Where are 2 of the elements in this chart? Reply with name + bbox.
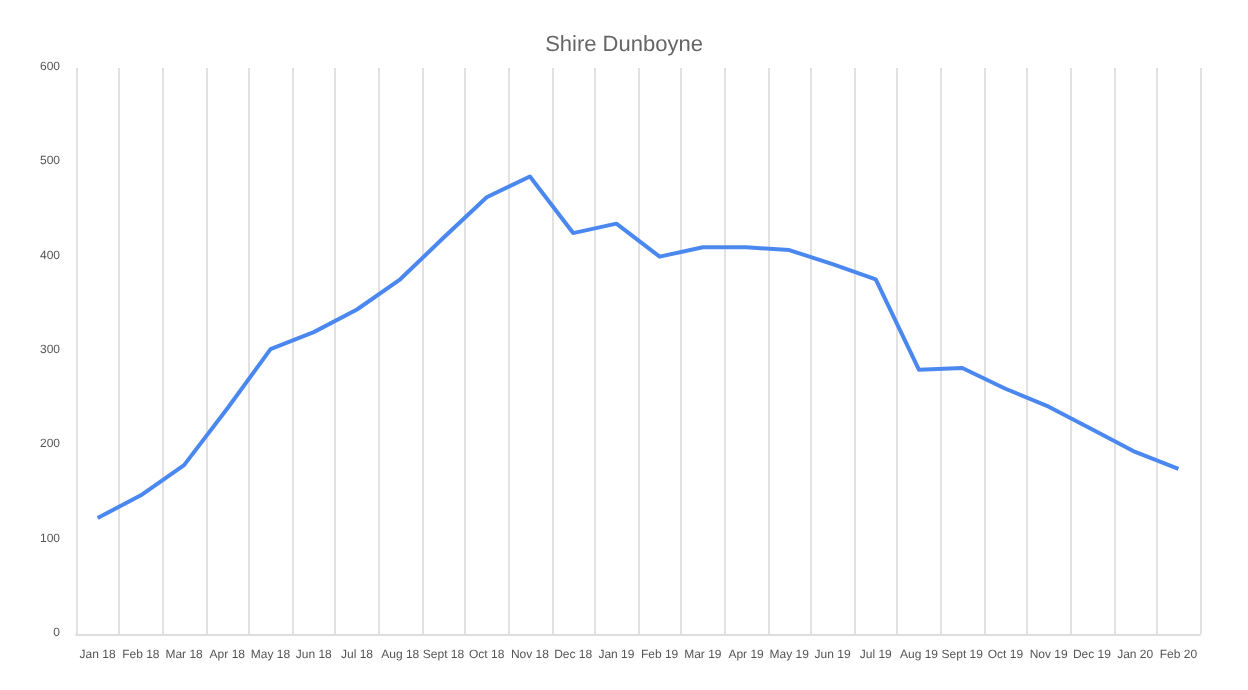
line-series: [95, 174, 1181, 520]
chart-title: Shire Dunboyne: [545, 33, 703, 57]
